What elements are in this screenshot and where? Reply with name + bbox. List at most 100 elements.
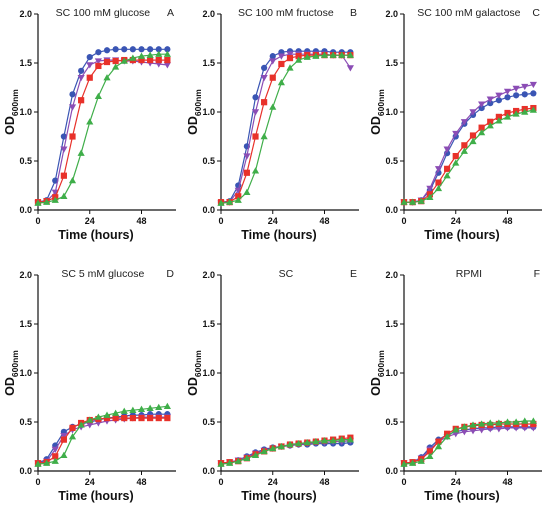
- series-line: [37, 59, 168, 203]
- x-tick-label: 0: [218, 216, 223, 226]
- panel-letter: A: [167, 7, 174, 19]
- y-axis-label: OD600nm: [3, 89, 20, 135]
- data-point: [521, 417, 529, 424]
- data-point: [261, 64, 268, 71]
- data-point: [103, 74, 111, 81]
- y-tick-label: 1.5: [385, 319, 398, 329]
- data-point: [43, 198, 51, 205]
- data-point: [251, 451, 260, 459]
- data-point: [163, 50, 171, 57]
- y-axis-label: OD600nm: [3, 350, 20, 396]
- data-point: [320, 51, 329, 58]
- data-point: [86, 422, 94, 429]
- data-point: [486, 419, 494, 426]
- data-point: [521, 83, 529, 91]
- data-point: [51, 189, 59, 196]
- data-point: [243, 454, 251, 461]
- data-point: [400, 460, 408, 467]
- data-point: [478, 124, 485, 131]
- data-point: [68, 433, 77, 440]
- y-tick-label: 0.0: [385, 466, 398, 476]
- y-tick-label: 2.0: [19, 270, 32, 280]
- data-point: [277, 442, 285, 450]
- data-point: [529, 81, 537, 89]
- data-point: [69, 91, 76, 98]
- data-point: [443, 172, 451, 179]
- data-point: [434, 442, 443, 450]
- data-point: [60, 433, 68, 440]
- data-point: [86, 74, 93, 81]
- data-point: [60, 192, 68, 199]
- data-point: [260, 447, 268, 455]
- data-point: [121, 414, 128, 422]
- data-point: [295, 56, 303, 63]
- x-tick-label: 48: [319, 216, 329, 226]
- series-line: [403, 427, 534, 464]
- y-tick-label: 1.0: [19, 368, 32, 378]
- data-point: [120, 407, 128, 414]
- data-point: [94, 58, 102, 65]
- data-point: [146, 51, 154, 58]
- data-point: [103, 47, 111, 54]
- data-point: [138, 56, 145, 64]
- x-tick-label: 0: [401, 216, 406, 226]
- data-point: [277, 79, 285, 86]
- data-point: [529, 417, 537, 424]
- data-point: [86, 62, 94, 69]
- data-point: [94, 413, 102, 420]
- data-point: [86, 416, 94, 423]
- data-point: [155, 403, 163, 410]
- data-point: [269, 74, 276, 81]
- x-tick-label: 24: [85, 477, 95, 487]
- series-line: [404, 109, 534, 203]
- series-line: [404, 84, 534, 203]
- y-tick-label: 1.5: [19, 58, 32, 68]
- x-tick-label: 24: [85, 216, 95, 226]
- data-point: [434, 184, 443, 192]
- y-tick-label: 0.5: [202, 417, 215, 427]
- data-point: [252, 94, 259, 101]
- data-point: [346, 51, 354, 58]
- data-point: [51, 446, 59, 454]
- data-point: [295, 439, 303, 447]
- data-point: [487, 100, 494, 107]
- data-point: [303, 438, 311, 446]
- y-tick-label: 0.5: [385, 156, 398, 166]
- data-point: [78, 97, 85, 104]
- series-line: [404, 107, 534, 203]
- series-line: [220, 54, 351, 204]
- data-point: [217, 460, 225, 467]
- data-point: [461, 142, 468, 149]
- y-tick-label: 0.0: [19, 205, 32, 215]
- x-axis-label: Time (hours): [241, 489, 316, 503]
- data-point: [312, 52, 320, 59]
- data-point: [521, 420, 528, 428]
- data-point: [235, 193, 242, 200]
- data-point: [513, 92, 520, 99]
- data-point: [77, 421, 85, 428]
- chart-title: SC 100 mM glucose: [56, 7, 151, 19]
- y-tick-label: 0.5: [19, 156, 32, 166]
- series-line: [37, 59, 168, 204]
- data-point: [426, 193, 434, 200]
- data-point: [512, 110, 520, 117]
- data-point: [60, 451, 68, 459]
- chart-title: RPMI: [456, 268, 482, 280]
- data-point: [346, 65, 354, 72]
- data-point: [147, 46, 154, 53]
- data-point: [121, 46, 128, 53]
- data-point: [34, 460, 42, 467]
- data-point: [329, 437, 337, 444]
- series-line: [220, 53, 351, 204]
- y-tick-label: 2.0: [19, 9, 32, 19]
- y-tick-label: 1.5: [202, 319, 215, 329]
- data-point: [346, 436, 354, 443]
- data-point: [147, 56, 154, 64]
- series-4: [34, 402, 171, 467]
- y-tick-label: 2.0: [202, 270, 215, 280]
- x-tick-label: 24: [268, 216, 278, 226]
- y-tick-label: 1.0: [385, 368, 398, 378]
- data-point: [146, 404, 154, 411]
- data-point: [78, 67, 85, 74]
